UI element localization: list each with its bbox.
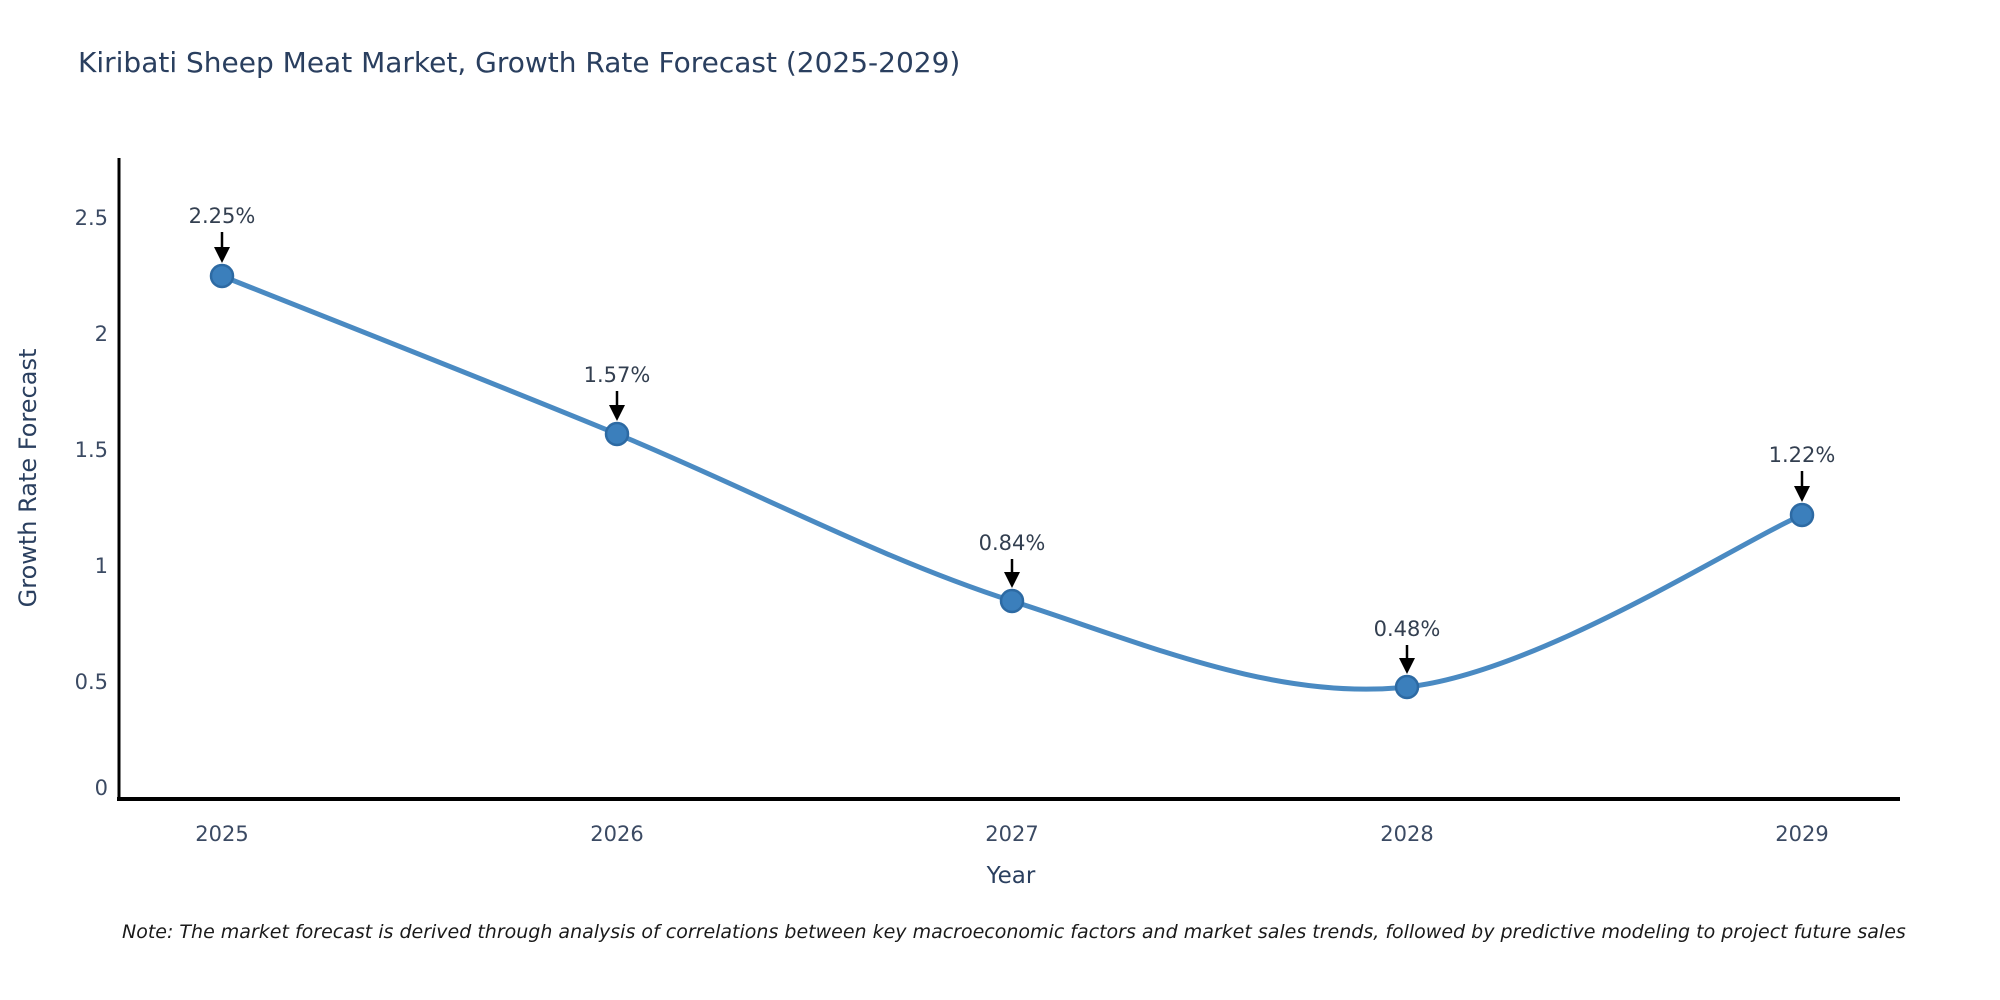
x-tick-2026: 2026 (590, 822, 644, 846)
y-tick-1-5: 1.5 (74, 438, 108, 462)
data-point-2028 (1394, 674, 1420, 700)
forecast-line (219, 273, 1805, 692)
annotation-label-2028: 0.48% (1373, 617, 1441, 641)
x-tick-2029: 2029 (1775, 822, 1829, 846)
x-tick-2025: 2025 (195, 822, 249, 846)
y-tick-2-5: 2.5 (74, 206, 108, 230)
annotation-label-2027: 0.84% (978, 531, 1046, 555)
data-point-2029 (1789, 502, 1815, 528)
annotation-arrow-2025 (214, 232, 230, 263)
annotation-label-2029: 1.22% (1768, 443, 1836, 467)
data-point-2025 (209, 263, 235, 289)
x-tick-2027: 2027 (985, 822, 1039, 846)
y-tick-1: 1 (94, 554, 108, 578)
data-point-2026 (604, 421, 630, 447)
x-tick-2028: 2028 (1380, 822, 1434, 846)
chart-title: Kiribati Sheep Meat Market, Growth Rate … (78, 46, 961, 79)
y-tick-0-5: 0.5 (74, 670, 108, 694)
y-tick-0: 0 (94, 776, 108, 800)
annotation-arrow-2027 (1004, 559, 1020, 588)
annotation-arrow-2026 (609, 391, 625, 421)
x-axis-label: Year (986, 863, 1036, 889)
annotation-arrow-2028 (1399, 645, 1415, 674)
footnote: Note: The market forecast is derived thr… (122, 921, 1906, 943)
data-point-2027 (999, 588, 1025, 614)
annotation-arrow-2029 (1794, 471, 1810, 502)
y-tick-2: 2 (94, 322, 108, 346)
annotation-label-2025: 2.25% (188, 204, 256, 228)
annotation-label-2026: 1.57% (583, 363, 651, 387)
